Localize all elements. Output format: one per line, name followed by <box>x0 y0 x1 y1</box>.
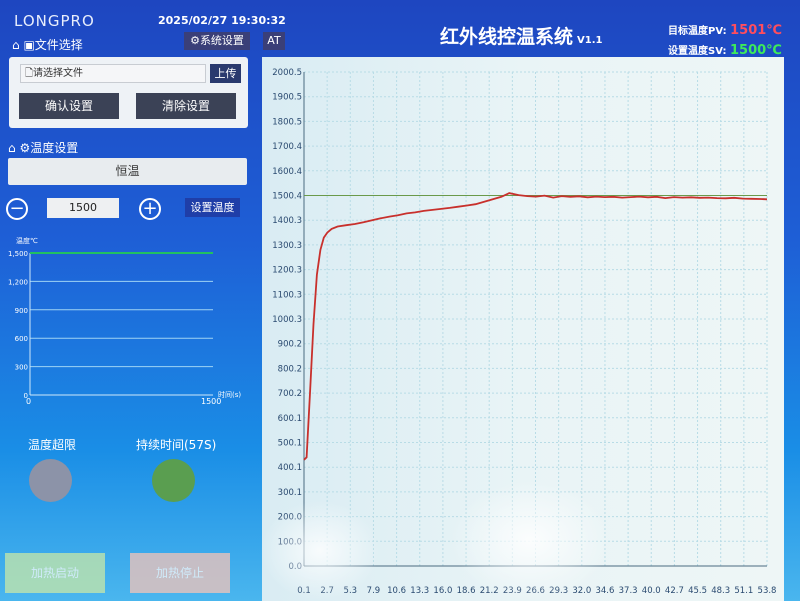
pv-value: 1501℃ <box>730 23 783 38</box>
y-tick-label: 1500.4 <box>272 192 302 202</box>
file-select-input[interactable]: 🗋请选择文件 <box>20 64 206 83</box>
duration-indicator <box>152 459 195 502</box>
set-temperature-button[interactable]: 设置温度 <box>185 198 240 217</box>
y-tick-label: 1400.3 <box>272 216 302 226</box>
gear-icon: ⚙ <box>19 141 31 155</box>
y-tick-label: 1200.3 <box>272 266 302 276</box>
sv-value: 1500℃ <box>729 43 782 58</box>
y-tick-label: 400.1 <box>278 463 302 473</box>
x-tick-label: 53.8 <box>758 586 777 596</box>
x-tick-label: 13.3 <box>410 586 429 596</box>
y-tick-label: 200.0 <box>278 513 302 523</box>
y-tick-label: 1300.3 <box>272 241 302 251</box>
mini-y-tick: 1,200 <box>8 278 28 286</box>
x-tick-label: 0.1 <box>297 586 311 596</box>
x-tick-label: 23.9 <box>503 586 522 596</box>
y-tick-label: 600.1 <box>278 414 302 424</box>
decrement-button[interactable]: − <box>6 198 28 220</box>
version: V1.1 <box>577 35 603 46</box>
x-tick-label: 34.6 <box>595 586 614 596</box>
y-tick-label: 500.1 <box>278 439 302 449</box>
app-title: 红外线控温系统 V1.1 <box>440 22 602 49</box>
x-tick-label: 32.0 <box>572 586 591 596</box>
y-tick-label: 1100.3 <box>272 290 302 300</box>
x-tick-label: 40.0 <box>642 586 661 596</box>
y-tick-label: 1800.5 <box>272 117 302 127</box>
mini-x-label: 时间(s) <box>218 390 241 399</box>
temperature-chart-panel: 0.0 100.0 200.0 300.1 400.1 500.1 600.1 700.2 80… <box>262 57 784 601</box>
document-icon: 🗋 <box>25 68 34 79</box>
y-tick-label: 800.2 <box>278 364 302 374</box>
duration-label: 持续时间(57S) <box>136 438 217 452</box>
mini-temp-chart: 温度℃ 0 300 600 900 1,200 1,500 0 1500 时间(s) <box>8 236 241 406</box>
x-tick-label: 16.0 <box>433 586 452 596</box>
y-tick-label: 300.1 <box>278 488 302 498</box>
heat-start-button[interactable]: 加热启动 <box>5 553 105 593</box>
y-tick-label: 700.2 <box>278 389 302 399</box>
y-tick-label: 0.0 <box>288 562 302 572</box>
mini-x-tick: 0 <box>26 397 31 406</box>
x-tick-label: 21.2 <box>480 586 499 596</box>
temp-section-title: 温度设置 <box>30 141 79 155</box>
home-icon[interactable]: ⌂ <box>8 141 16 155</box>
x-tick-label: 29.3 <box>549 586 568 596</box>
upload-button[interactable]: 上传 <box>210 64 241 83</box>
x-tick-label: 37.3 <box>619 586 638 596</box>
x-tick-label: 2.7 <box>320 586 334 596</box>
mini-y-tick: 1,500 <box>8 250 28 258</box>
clear-settings-button[interactable]: 清除设置 <box>136 93 236 119</box>
y-tick-label: 100.0 <box>278 537 302 547</box>
x-tick-label: 5.3 <box>344 586 358 596</box>
mini-y-tick: 300 <box>15 364 28 372</box>
temperature-curve <box>303 192 768 461</box>
y-tick-label: 1600.4 <box>272 167 302 177</box>
mini-x-tick: 1500 <box>201 397 221 406</box>
temperature-input[interactable]: 1500 <box>47 198 119 218</box>
mode-selector[interactable]: 恒温 <box>8 158 247 185</box>
file-section-title: 文件选择 <box>34 38 83 52</box>
gear-icon: ⚙ <box>190 34 200 47</box>
at-button[interactable]: AT <box>263 32 285 50</box>
system-settings-button[interactable]: ⚙系统设置 <box>184 32 250 50</box>
mini-y-label: 温度℃ <box>16 236 38 245</box>
pv-readout: 目标温度PV: 1501℃ <box>668 22 782 38</box>
x-tick-label: 42.7 <box>665 586 684 596</box>
y-tick-label: 900.2 <box>278 340 302 350</box>
y-tick-label: 2000.5 <box>272 68 302 78</box>
confirm-settings-button[interactable]: 确认设置 <box>19 93 119 119</box>
heat-stop-button[interactable]: 加热停止 <box>130 553 230 593</box>
x-tick-label: 51.1 <box>734 586 753 596</box>
over-limit-indicator <box>29 459 72 502</box>
x-tick-label: 48.3 <box>711 586 730 596</box>
y-tick-label: 1900.5 <box>272 93 302 103</box>
increment-button[interactable]: + <box>139 198 161 220</box>
pv-label: 目标温度PV: <box>668 26 727 37</box>
system-settings-label: 系统设置 <box>199 34 244 47</box>
mini-y-tick: 900 <box>15 307 28 315</box>
sv-readout: 设置温度SV: 1500℃ <box>668 42 782 58</box>
file-section-header: ⌂ ▣文件选择 <box>12 36 83 53</box>
datetime: 2025/02/27 19:30:32 <box>158 14 286 27</box>
file-placeholder: 请选择文件 <box>33 68 84 79</box>
home-icon[interactable]: ⌂ <box>12 38 20 52</box>
temp-section-header: ⌂ ⚙温度设置 <box>8 139 78 156</box>
x-tick-label: 10.6 <box>387 586 406 596</box>
y-tick-label: 1700.4 <box>272 142 302 152</box>
y-tick-label: 1000.3 <box>272 315 302 325</box>
x-tick-label: 7.9 <box>367 586 381 596</box>
file-icon: ▣ <box>23 38 35 52</box>
file-panel: 🗋请选择文件 上传 确认设置 清除设置 <box>9 57 248 128</box>
temperature-chart: 0.0 100.0 200.0 300.1 400.1 500.1 600.1 700.2 80… <box>272 68 777 596</box>
logo: LONGPRO <box>14 12 95 30</box>
mini-y-tick: 0 <box>24 392 28 400</box>
x-tick-label: 18.6 <box>457 586 476 596</box>
over-limit-label: 温度超限 <box>28 438 77 452</box>
x-tick-label: 45.5 <box>688 586 707 596</box>
x-tick-label: 26.6 <box>526 586 545 596</box>
sv-label: 设置温度SV: <box>668 46 727 57</box>
title-text: 红外线控温系统 <box>440 26 574 48</box>
mini-y-tick: 600 <box>15 335 28 343</box>
